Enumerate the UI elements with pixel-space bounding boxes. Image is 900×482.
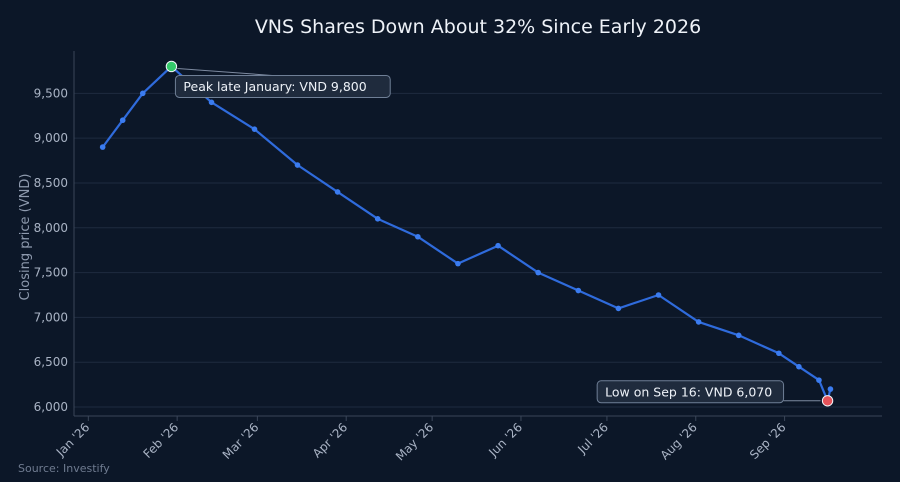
data-point: [415, 233, 421, 240]
data-point: [294, 162, 301, 168]
series-line: [101, 65, 832, 402]
annotations: Peak late January: VND 9,800 Low on Sep 1…: [165, 60, 834, 407]
annotation: Peak late January: VND 9,800: [165, 60, 391, 98]
data-point: [796, 363, 802, 370]
data-point: [139, 90, 146, 97]
chart-title: VNS Shares Down About 32% Since Early 20…: [255, 16, 701, 38]
annotation-arrow: [177, 67, 273, 76]
source-note: Source: Investify: [18, 462, 110, 475]
y-tick-label: 9,000: [34, 131, 68, 145]
x-tick-label: Apr '26: [310, 420, 350, 460]
data-point: [735, 332, 742, 339]
series-layer: [99, 63, 834, 404]
annotation: Low on Sep 16: VND 6,070: [596, 380, 834, 407]
data-point: [99, 144, 106, 150]
data-point: [535, 269, 541, 276]
data-point: [119, 117, 126, 124]
data-point: [208, 99, 215, 106]
data-point: [495, 242, 501, 249]
x-tick-label: Sep '26: [747, 420, 789, 462]
annotation-box: [596, 380, 785, 404]
y-axis-label: Closing price (VND): [18, 174, 33, 301]
x-tick-label: Feb '26: [141, 420, 182, 461]
annotation-marker: [165, 60, 178, 73]
y-tick-label: 7,000: [34, 310, 68, 324]
data-point: [776, 350, 782, 357]
data-point: [695, 319, 702, 325]
y-tick-label: 9,500: [34, 86, 68, 100]
data-point: [455, 260, 461, 267]
gridlines: [74, 92, 882, 408]
x-tick-label: Jul '26: [574, 420, 611, 457]
x-tick-label: May '26: [393, 420, 436, 463]
y-tick-label: 8,000: [34, 221, 68, 235]
annotation-marker: [821, 395, 834, 407]
annotation-text: Low on Sep 16: VND 6,070: [605, 384, 772, 399]
y-tick-label: 6,000: [34, 400, 68, 414]
data-point: [251, 126, 258, 132]
x-tick-label: Mar '26: [220, 420, 262, 462]
data-point: [334, 189, 341, 195]
data-point: [827, 386, 834, 392]
x-tick-label: Jun '26: [485, 420, 525, 460]
data-point: [655, 292, 662, 298]
y-tick-label: 8,500: [34, 176, 68, 190]
data-point: [816, 377, 822, 383]
x-tick-label: Jan '26: [53, 420, 93, 460]
y-tick-label: 6,500: [34, 355, 68, 369]
annotation-text: Peak late January: VND 9,800: [183, 79, 366, 94]
x-tick-label: Aug '26: [658, 420, 700, 462]
y-tick-label: 7,500: [34, 266, 68, 280]
annotation-box: [174, 74, 391, 98]
data-point: [374, 216, 381, 222]
data-point: [575, 287, 582, 294]
data-point: [615, 305, 622, 312]
